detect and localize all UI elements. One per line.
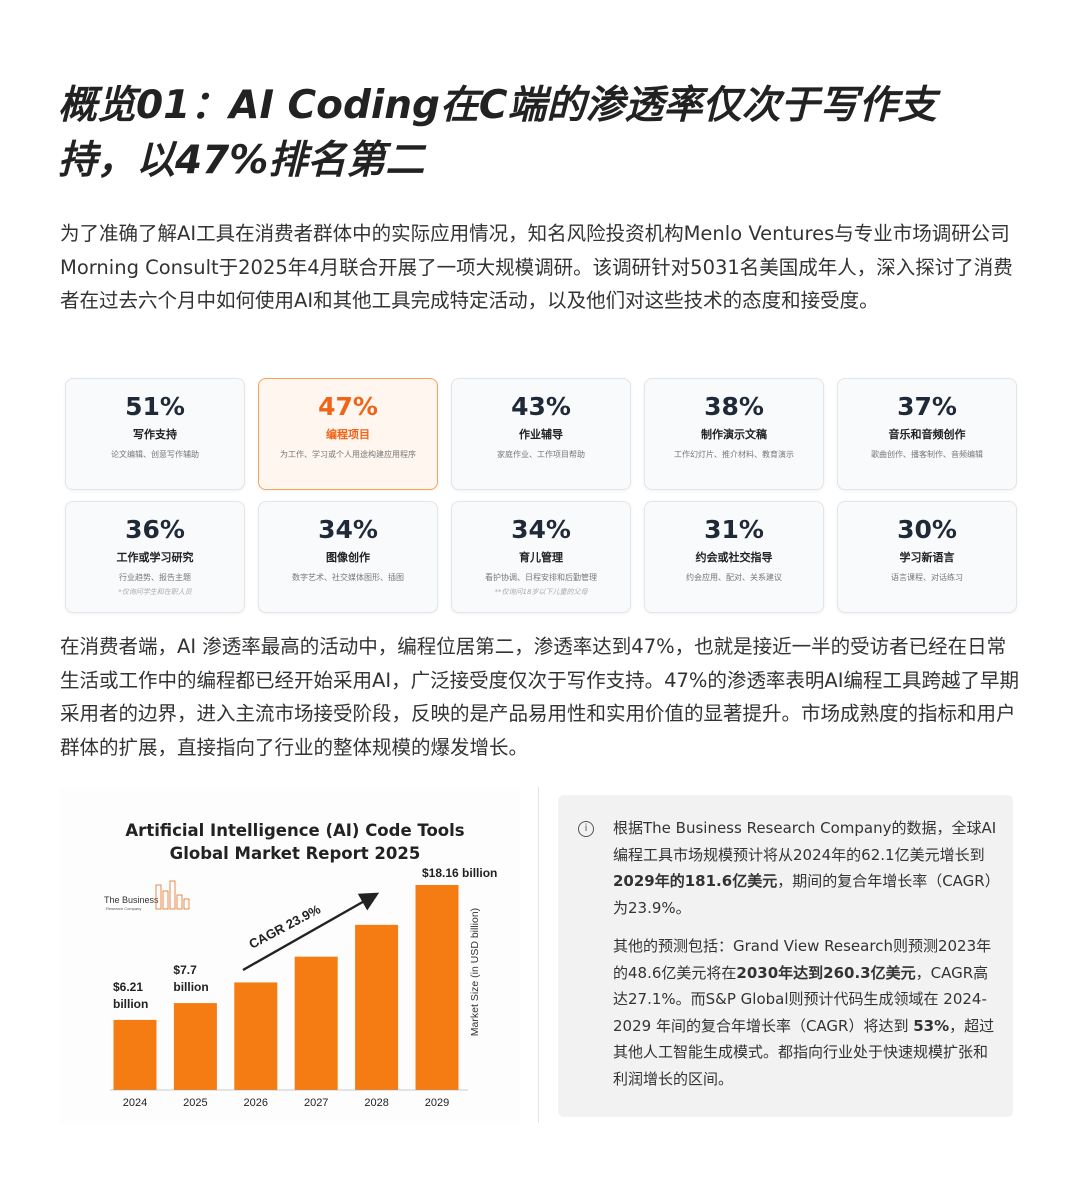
chart-title: Artificial Intelligence (AI) Code Tools …	[125, 821, 465, 863]
stat-percent: 34%	[318, 515, 378, 544]
stat-title: 图像创作	[326, 551, 370, 564]
stat-percent: 30%	[897, 515, 957, 544]
stat-card: 51% 写作支持论文编辑、创意写作辅助	[65, 378, 245, 490]
stat-percent: 43%	[511, 392, 571, 421]
stat-title: 约会或社交指导	[695, 551, 773, 564]
value-label: $7.7 billion	[173, 963, 208, 994]
stat-title: 作业辅导	[519, 428, 563, 441]
bar	[355, 924, 399, 1090]
note-text: 根据The Business Research Company的数据，全球AI编…	[613, 819, 997, 864]
value-label: $18.16 billion	[422, 866, 497, 880]
x-tick-label: 2029	[425, 1097, 449, 1109]
stat-percent: 47%	[318, 392, 378, 421]
x-tick-label: 2028	[364, 1097, 388, 1109]
stat-desc: 行业趋势、报告主题	[119, 573, 191, 582]
note-text: ，CAGR高达27.1%。而S&P Global则预计代码生成领域在 2024-…	[613, 963, 989, 1035]
chart: 2024 $6.21 billion 2025 $7.7 billion 2026 2027 2…	[104, 866, 497, 1109]
stat-desc: 看护协调、日程安排和后勤管理	[485, 573, 597, 582]
logo-bar	[176, 894, 183, 910]
analysis: 在消费者端，AI 渗透率最高的活动中，编程位居第二，渗透率达到47%，也就是接近…	[60, 635, 1020, 759]
logo-bar	[162, 890, 169, 910]
bar	[415, 885, 459, 1090]
note-body: 根据The Business Research Company的数据，全球AI编…	[558, 795, 1013, 1092]
note-text: 其他的预测包括：Grand View Research则预测2023年的48.6…	[613, 937, 992, 982]
stat-card: 43% 作业辅导家庭作业、工作项目帮助	[451, 378, 631, 490]
bar	[113, 1019, 157, 1090]
stat-note: *仅询问学生和在职人员	[118, 588, 192, 596]
stat-desc: 工作幻灯片、推介材料、教育演示	[674, 450, 794, 459]
stat-note: **仅询问18岁以下儿童的父母	[494, 588, 588, 596]
stat-card: 34% 图像创作数字艺术、社交媒体图形、插图	[258, 501, 438, 613]
logo-bar	[169, 880, 176, 910]
stat-title: 写作支持	[133, 428, 177, 441]
stat-desc: 家庭作业、工作项目帮助	[497, 450, 585, 459]
stat-card: 31% 约会或社交指导约会应用、配对、关系建议	[644, 501, 824, 613]
stat-card: 37% 音乐和音频创作歌曲创作、播客制作、音频编辑	[837, 378, 1017, 490]
note-text: 53%	[913, 1016, 950, 1035]
stat-title: 音乐和音频创作	[888, 428, 966, 441]
note-text: ，超过其他人工智能生成模式。都指向行业处于快速规模扩张和利润增长的区间。	[613, 1016, 995, 1088]
stat-card: 38% 制作演示文稿工作幻灯片、推介材料、教育演示	[644, 378, 824, 490]
stat-title: 工作或学习研究	[116, 551, 194, 564]
stat-percent: 31%	[704, 515, 764, 544]
logo-bar	[183, 898, 190, 910]
stat-title: 育儿管理	[519, 551, 563, 564]
stat-desc: 数字艺术、社交媒体图形、插图	[292, 573, 404, 582]
value-label: $6.21 billion	[113, 980, 148, 1011]
stat-percent: 38%	[704, 392, 764, 421]
cagr-arrow	[242, 892, 380, 972]
stat-card: 30% 学习新语言语言课程、对话练习	[837, 501, 1017, 613]
logo: The Business	[104, 895, 159, 905]
cards: 51% 写作支持论文编辑、创意写作辅助 47% 编程项目为工作、学习或个人用途构建应用…	[65, 378, 1018, 613]
x-tick-label: 2026	[244, 1097, 268, 1109]
note-paragraph: 其他的预测包括：Grand View Research则预测2023年的48.6…	[613, 933, 998, 1092]
x-tick-label: 2025	[183, 1097, 207, 1109]
stat-card: 47% 编程项目为工作、学习或个人用途构建应用程序	[258, 378, 438, 490]
logo-bar	[155, 884, 162, 910]
annotation: CAGR 23.9%	[246, 901, 323, 951]
logo-sub: Research Company	[106, 906, 141, 911]
stat-card: 34% 育儿管理看护协调、日程安排和后勤管理 **仅询问18岁以下儿童的父母	[451, 501, 631, 613]
stat-percent: 51%	[125, 392, 185, 421]
stat-desc: 约会应用、配对、关系建议	[686, 573, 782, 582]
stat-title: 制作演示文稿	[701, 428, 767, 441]
stat-desc: 语言课程、对话练习	[891, 573, 963, 582]
x-tick-label: 2024	[123, 1097, 147, 1109]
info-icon: i	[578, 821, 594, 837]
stat-desc: 歌曲创作、播客制作、音频编辑	[871, 450, 983, 459]
x-tick-label: 2027	[304, 1097, 328, 1109]
bar	[234, 982, 278, 1090]
stat-percent: 34%	[511, 515, 571, 544]
note-paragraph: 根据The Business Research Company的数据，全球AI编…	[613, 815, 998, 921]
chart-panel: 2024 $6.21 billion 2025 $7.7 billion 2026 2027 2…	[60, 787, 520, 1123]
note-panel: i 根据The Business Research Company的数据，全球AI…	[558, 795, 1013, 1117]
stat-percent: 36%	[125, 515, 185, 544]
stat-title: 学习新语言	[899, 551, 955, 564]
stat-title: 编程项目	[326, 428, 370, 441]
divider	[538, 787, 539, 1123]
note-text: ，期间的复合年增长率（CAGR）为23.9%。	[613, 872, 993, 917]
bar	[294, 956, 338, 1090]
title: 概览01：AI Coding在C端的渗透率仅次于写作支持，以47%排名第二	[58, 83, 937, 183]
stat-desc: 论文编辑、创意写作辅助	[111, 450, 199, 459]
intro: 为了准确了解AI工具在消费者群体中的实际应用情况，知名风险投资机构Menlo V…	[60, 222, 1013, 312]
stat-percent: 37%	[897, 392, 957, 421]
y-axis-label: Market Size (in USD billion)	[469, 908, 481, 1036]
stat-desc: 为工作、学习或个人用途构建应用程序	[280, 450, 416, 459]
note-text: 2029年的181.6亿美元	[613, 872, 778, 890]
bar	[173, 1003, 217, 1090]
note-text: 2030年达到260.3亿美元	[736, 963, 916, 982]
stat-card: 36% 工作或学习研究行业趋势、报告主题 *仅询问学生和在职人员	[65, 501, 245, 613]
